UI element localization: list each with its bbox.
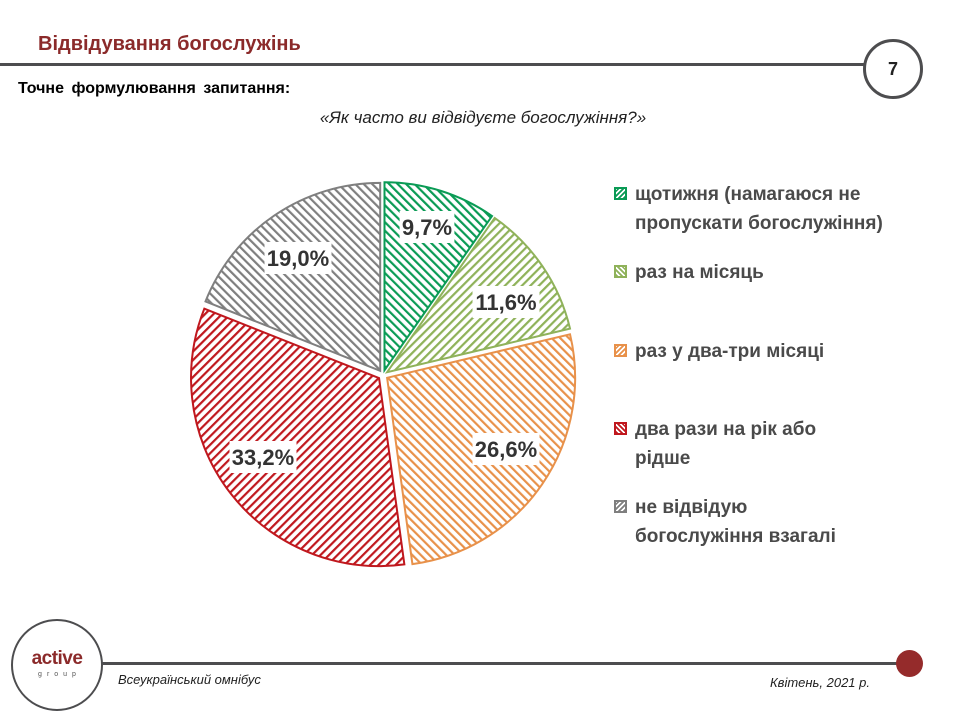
data-label-background [472,286,540,318]
logo-subtext: group [38,671,81,678]
legend-item-never: не відвідую богослужіння взагалі [614,493,875,551]
legend-item-weekly: щотижня (намагаюся не пропускати богослу… [614,180,885,238]
legend-item-monthly: раз на місяць [614,258,885,287]
data-label: 9,7% [402,215,452,240]
data-label: 19,0% [267,246,329,271]
header-divider [0,63,868,66]
pie-labels: 9,7% 11,6% 26,6% 33,2% 19,0% [229,211,540,473]
logo-wordmark: active [31,648,83,669]
data-label: 11,6% [475,290,536,315]
legend-label: щотижня (намагаюся не пропускати богослу… [635,184,883,234]
hatch-swatch-icon [614,344,627,357]
page-title: Відвідування богослужінь [38,33,301,55]
hatch-swatch-icon [614,187,627,200]
data-label: 26,6% [475,437,537,462]
question-label: Точне формулювання запитання: [18,80,291,97]
data-label-background [399,211,455,243]
question-text: «Як часто ви відвідуєте богослужіння?» [319,108,647,127]
legend-label: раз у два-три місяці [635,341,825,362]
company-logo: active group [11,619,103,711]
legend-label: два рази на рік або рідше [635,419,817,469]
hatch-swatch-icon [614,422,627,435]
data-label-background [264,242,332,274]
page-number-badge: 7 [863,39,923,99]
legend-label: раз на місяць [635,262,764,283]
pie-slices [190,181,577,568]
survey-date: Квітень, 2021 р. [770,675,870,690]
data-label-background [472,433,540,465]
data-label: 33,2% [232,445,294,470]
legend-item-every-two-three-months: раз у два-три місяці [614,337,885,366]
data-label-background [229,441,297,473]
footer-dot-icon [896,650,923,677]
hatch-swatch-icon [614,265,627,278]
legend-item-twice-a-year-or-less: два рази на рік або рідше [614,415,865,473]
question-text-row: «Як часто ви відвідуєте богослужіння?» [0,108,960,128]
footer-divider [100,662,908,665]
page-number: 7 [887,58,898,79]
pie-slice [204,181,382,373]
hatch-swatch-icon [614,500,627,513]
pie-slice [190,307,406,568]
survey-name: Всеукраїнський омнібус [118,672,261,687]
legend-label: не відвідую богослужіння взагалі [635,497,836,547]
